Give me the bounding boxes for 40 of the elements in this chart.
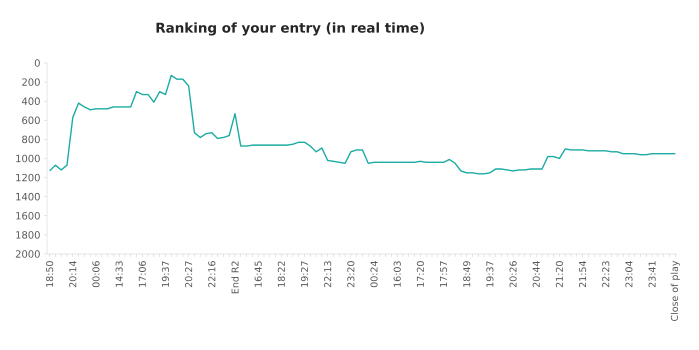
x-tick-label: 23:20	[347, 261, 354, 288]
y-tick-label: 200	[22, 78, 40, 86]
x-tick-label: 22:23	[602, 261, 610, 288]
x-tick-label: 18:49	[463, 261, 470, 287]
x-tick-label: 17:06	[138, 261, 146, 287]
x-tick-label: 00:24	[370, 261, 378, 288]
y-tick-label: 1400	[16, 192, 40, 200]
x-tick-label: 22:16	[208, 261, 216, 288]
x-tick-label: 18:50	[46, 261, 54, 287]
y-tick-label: 1200	[16, 174, 40, 182]
x-tick-label: 17:20	[416, 261, 424, 287]
y-tick-label: 2000	[16, 250, 40, 258]
x-tick-label: Close of play	[670, 260, 680, 321]
y-tick-label: 1000	[16, 154, 40, 162]
x-tick-label: 16:45	[254, 261, 262, 287]
x-tick-label: 21:54	[578, 261, 586, 288]
x-tick-label: 22:13	[324, 261, 332, 288]
x-tick-label: 14:33	[116, 261, 123, 287]
x-tick-label: 20:26	[509, 261, 517, 288]
x-tick-label: 19:37	[486, 261, 494, 287]
x-tick-label: 17:57	[440, 261, 448, 287]
x-tick-label: 19:37	[162, 261, 170, 287]
x-tick-label: 19:27	[300, 261, 308, 287]
y-tick-label: 1600	[16, 212, 40, 220]
x-tick-label: 00:06	[92, 261, 100, 288]
x-tick-label: 16:03	[394, 261, 401, 287]
y-tick-label: 0	[34, 59, 40, 67]
x-tick-label: 20:14	[69, 261, 76, 288]
x-tick-label: 20:44	[532, 261, 540, 288]
y-tick-label: 600	[22, 116, 40, 124]
x-tick-label: 20:27	[185, 261, 192, 288]
x-tick-label: End R2	[231, 261, 239, 294]
x-tick-label: 18:22	[278, 261, 285, 287]
x-tick-label: 23:41	[648, 261, 656, 288]
y-tick-label: 1800	[16, 231, 40, 239]
x-tick-label: 21:20	[556, 261, 563, 288]
x-tick-label: 23:04	[625, 261, 633, 288]
y-tick-label: 400	[22, 97, 40, 105]
chart-title: Ranking of your entry (in real time)	[156, 22, 424, 36]
y-tick-label: 800	[22, 136, 40, 144]
